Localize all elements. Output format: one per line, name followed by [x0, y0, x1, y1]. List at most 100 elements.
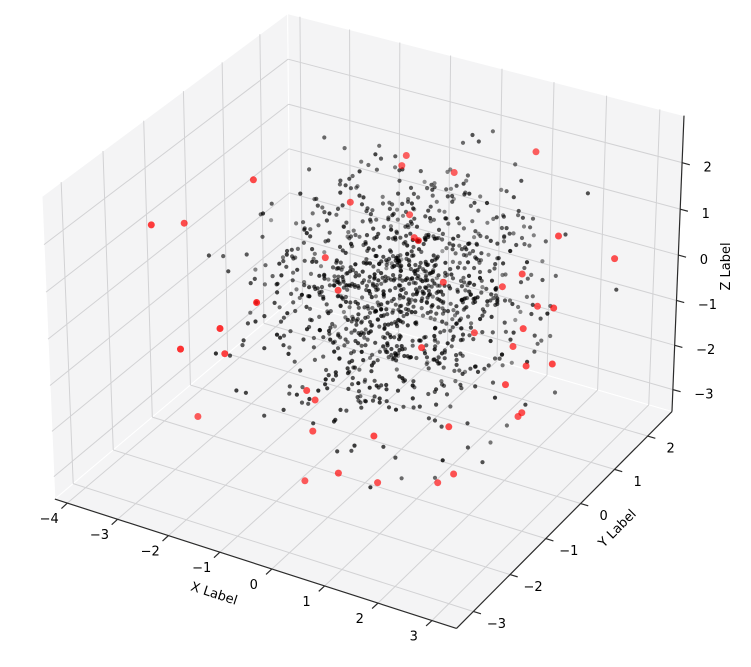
- inlier-point: [440, 292, 446, 297]
- inlier-point: [511, 195, 516, 200]
- inlier-point: [468, 366, 473, 371]
- inlier-point: [262, 346, 267, 351]
- inlier-point: [400, 278, 405, 283]
- inlier-point: [352, 365, 357, 370]
- inlier-point: [294, 392, 299, 397]
- inlier-point: [381, 254, 386, 259]
- inlier-point: [365, 337, 370, 342]
- inlier-point: [437, 297, 442, 302]
- inlier-point: [430, 303, 435, 308]
- x-tick: [61, 502, 68, 509]
- inlier-point: [290, 278, 295, 283]
- inlier-point: [472, 235, 477, 240]
- inlier-point: [373, 340, 378, 345]
- inlier-point: [349, 241, 354, 246]
- inlier-point: [443, 216, 448, 221]
- inlier-point: [495, 241, 500, 246]
- inlier-point: [502, 320, 507, 325]
- inlier-point: [345, 287, 350, 292]
- inlier-point: [453, 379, 458, 384]
- grid-y-wall: [259, 34, 265, 324]
- inlier-point: [375, 287, 380, 292]
- inlier-point: [459, 326, 464, 331]
- y-tick: [614, 468, 623, 473]
- inlier-point: [364, 233, 370, 238]
- inlier-point: [294, 287, 299, 292]
- x-tick-label: −2: [141, 545, 160, 560]
- inlier-point: [365, 206, 370, 211]
- inlier-point: [450, 276, 456, 281]
- inlier-point: [399, 303, 404, 308]
- inlier-point: [406, 307, 411, 312]
- inlier-point: [416, 274, 421, 279]
- inlier-point: [435, 340, 440, 345]
- inlier-point: [413, 310, 418, 315]
- inlier-point: [374, 217, 379, 222]
- inlier-point: [457, 318, 462, 323]
- inlier-point: [321, 335, 326, 340]
- inlier-point: [322, 276, 327, 281]
- inlier-point: [455, 216, 460, 221]
- inlier-point: [355, 395, 360, 400]
- inlier-point: [450, 247, 455, 252]
- inlier-point: [295, 267, 300, 272]
- outlier-point: [311, 396, 319, 404]
- inlier-point: [393, 165, 398, 170]
- z-tick-label: −2: [696, 343, 715, 358]
- inlier-point: [328, 325, 333, 330]
- inlier-point: [369, 295, 374, 300]
- inlier-point: [530, 302, 535, 307]
- inlier-point: [299, 400, 305, 405]
- inlier-point: [479, 251, 484, 256]
- outlier-point: [518, 409, 526, 417]
- inlier-point: [360, 269, 365, 274]
- inlier-point: [376, 268, 381, 273]
- inlier-point: [451, 308, 456, 313]
- inlier-point: [489, 314, 494, 319]
- inlier-point: [473, 296, 478, 301]
- inlier-point: [480, 313, 485, 318]
- grid-x-floor: [431, 404, 650, 621]
- inlier-point: [234, 388, 239, 393]
- inlier-point: [468, 203, 473, 208]
- inlier-point: [318, 264, 324, 269]
- outlier-point: [509, 343, 517, 350]
- inlier-point: [252, 276, 257, 281]
- inlier-point: [585, 191, 591, 196]
- inlier-point: [432, 333, 437, 339]
- inlier-point: [449, 272, 454, 277]
- inlier-point: [414, 292, 419, 297]
- inlier-point: [372, 275, 377, 280]
- inlier-point: [377, 261, 382, 266]
- y-tick: [509, 573, 518, 578]
- inlier-point: [333, 373, 339, 378]
- outlier-point: [216, 325, 224, 332]
- x-tick: [425, 620, 433, 627]
- z-tick-label: −3: [694, 387, 713, 402]
- inlier-point: [248, 310, 253, 315]
- outlier-point: [418, 344, 426, 352]
- inlier-point: [495, 301, 500, 307]
- inlier-point: [297, 295, 302, 300]
- inlier-point: [402, 353, 407, 359]
- inlier-points: [206, 129, 619, 490]
- inlier-point: [538, 316, 543, 321]
- inlier-point: [408, 231, 413, 236]
- inlier-point: [553, 273, 558, 278]
- inlier-point: [361, 358, 366, 363]
- inlier-point: [338, 178, 343, 183]
- inlier-point: [281, 343, 286, 348]
- inlier-point: [385, 300, 390, 305]
- inlier-point: [437, 208, 442, 213]
- inlier-point: [381, 224, 386, 229]
- inlier-point: [269, 201, 274, 206]
- inlier-point: [369, 323, 374, 328]
- inlier-point: [454, 321, 459, 326]
- inlier-point: [532, 333, 537, 338]
- inlier-point: [300, 385, 305, 390]
- grid-y-wall: [143, 120, 153, 418]
- inlier-point: [367, 288, 372, 294]
- inlier-point: [301, 220, 306, 225]
- inlier-point: [357, 273, 362, 278]
